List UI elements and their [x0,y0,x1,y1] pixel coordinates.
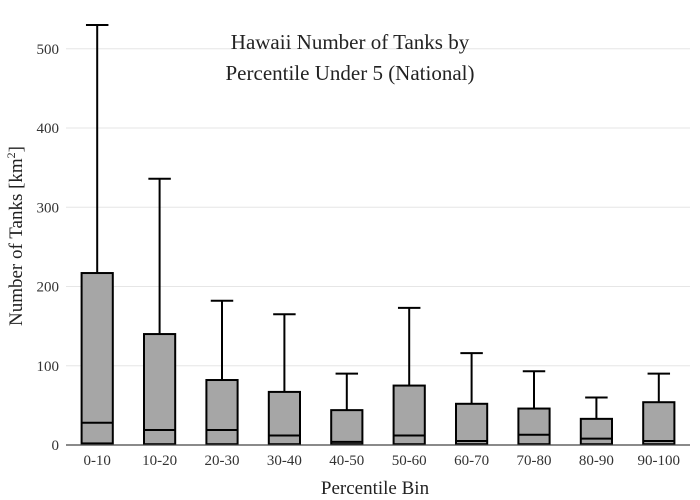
y-tick-label-300: 300 [37,200,60,216]
x-axis-title: Percentile Bin [321,478,430,499]
y-tick-label-0: 0 [52,438,60,454]
box [455,402,489,446]
x-tick-label-20-30: 20-30 [205,453,240,469]
box-group-10-20 [143,177,177,446]
x-tick-label-90-100: 90-100 [638,453,681,469]
y-tick-labels: 0 100 200 300 400 500 [37,42,60,454]
x-tick-label-40-50: 40-50 [329,453,364,469]
x-tick-label-80-90: 80-90 [579,453,614,469]
y-axis-title-end: ] [6,146,27,152]
box-group-60-70 [455,352,489,446]
box-group-20-30 [205,299,239,446]
x-tick-label-70-80: 70-80 [517,453,552,469]
y-axis-title-main: Number of Tanks [km [6,158,27,326]
x-tick-label-30-40: 30-40 [267,453,302,469]
y-tick-label-200: 200 [37,280,60,296]
x-tick-label-10-20: 10-20 [142,453,177,469]
box-group-80-90 [579,396,613,446]
x-tick-labels: 0-10 10-20 20-30 30-40 40-50 50-60 60-70 70-80 8… [83,453,680,469]
y-axis-title-superscript: 2 [4,152,18,158]
box [642,401,676,446]
box-group-40-50 [330,372,364,446]
chart-title-line-2: Percentile Under 5 (National) [226,61,475,85]
box [205,379,239,446]
box-group-90-100 [642,372,676,446]
box [579,417,613,446]
x-tick-label-0-10: 0-10 [83,453,111,469]
y-tick-label-400: 400 [37,121,60,137]
box-group-50-60 [392,306,426,446]
box-group-70-80 [517,370,551,446]
box-group-0-10 [80,24,114,445]
chart-title-line-1: Hawaii Number of Tanks by [231,30,470,54]
x-tick-label-50-60: 50-60 [392,453,427,469]
y-tick-label-500: 500 [37,42,60,58]
box-group-30-40 [267,313,301,446]
box [517,407,551,446]
box [143,333,177,446]
boxes [80,24,676,446]
y-axis-title: Number of Tanks [km2] [4,146,27,326]
box [392,384,426,446]
x-tick-label-60-70: 60-70 [454,453,489,469]
gridlines [66,48,690,367]
box [80,272,114,445]
y-tick-label-100: 100 [37,359,60,375]
box [330,409,364,446]
